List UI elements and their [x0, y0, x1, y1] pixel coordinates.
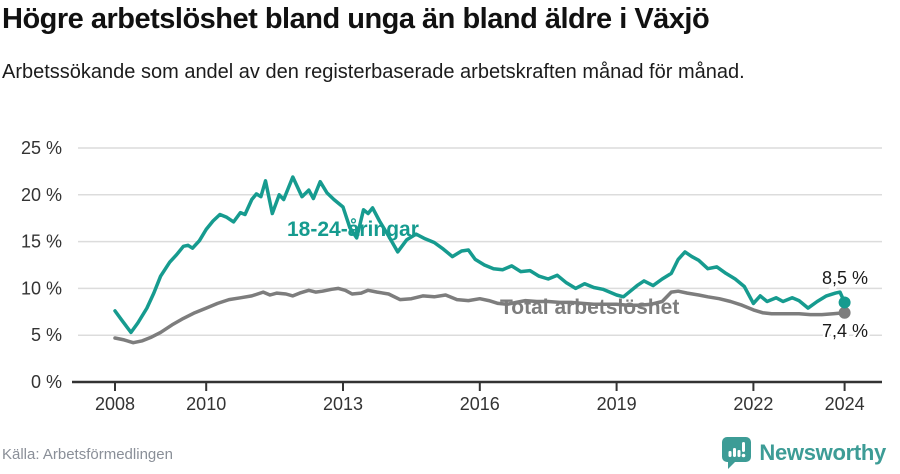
series-end-dot-total — [838, 306, 851, 319]
x-axis-tick-label: 2019 — [597, 394, 637, 414]
end-value-youth: 8,5 % — [822, 268, 868, 288]
source-credit: Källa: Arbetsförmedlingen — [2, 446, 173, 463]
series-line-youth — [113, 175, 847, 335]
x-axis-tick-label: 2013 — [323, 394, 363, 414]
series-label-total: Total arbetslöshet — [500, 296, 679, 319]
y-axis-tick-label: 15 % — [21, 232, 62, 252]
series-label-youth: 18-24-åringar — [287, 218, 419, 241]
series-line-total — [113, 286, 847, 345]
series-end-dot-youth — [838, 296, 851, 309]
page-title: Högre arbetslöshet bland unga än bland ä… — [2, 3, 710, 35]
x-axis-tick-label: 2016 — [460, 394, 500, 414]
y-axis-tick-label: 0 % — [31, 372, 62, 392]
x-axis-tick-label: 2024 — [825, 394, 865, 414]
x-axis-tick-label: 2022 — [733, 394, 773, 414]
line-chart: 0 % 5 % 10 % 15 % 20 % 25 % 2008 2010 2013 2016 20… — [21, 138, 882, 414]
x-axis-tick-label: 2008 — [95, 394, 135, 414]
y-axis-tick-label: 5 % — [31, 325, 62, 345]
chart-subtitle: Arbetssökande som andel av den registerb… — [2, 61, 745, 83]
newsworthy-bubble-chart-icon — [722, 437, 752, 469]
newsworthy-logo: Newsworthy — [721, 436, 886, 469]
y-axis-tick-label: 10 % — [21, 278, 62, 298]
x-axis-tick-label: 2010 — [186, 394, 226, 414]
newsworthy-wordmark: Newsworthy — [759, 439, 886, 465]
end-value-total: 7,4 % — [822, 321, 868, 341]
chart-plot-layer: 0 % 5 % 10 % 15 % 20 % 25 % 2008 2010 2013 2016 20… — [21, 138, 882, 414]
y-axis-tick-label: 20 % — [21, 185, 62, 205]
chart-label-layer: 18-24-åringar Total arbetslöshet 8,5 % 7… — [287, 218, 871, 344]
y-axis-tick-label: 25 % — [21, 138, 62, 158]
